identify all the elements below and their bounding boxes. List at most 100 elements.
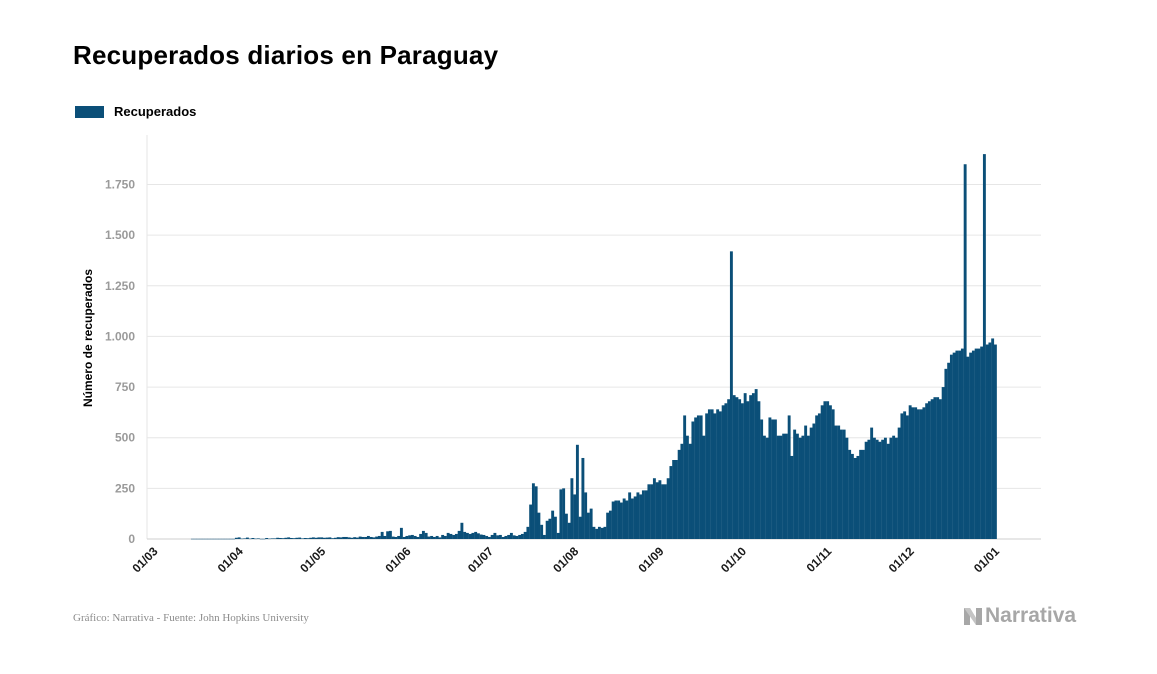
bar: [617, 500, 621, 539]
y-axis-ticks: 0 250 500 750 1.000 1.250 1.500 1.750: [105, 178, 135, 547]
bar: [383, 535, 387, 539]
bar: [952, 352, 956, 539]
bar: [966, 356, 970, 539]
bar: [276, 537, 280, 539]
bar: [828, 405, 832, 539]
bar: [991, 338, 995, 539]
bar: [710, 409, 714, 539]
bar: [652, 478, 656, 539]
bar: [589, 508, 593, 539]
bar: [397, 535, 401, 539]
bar: [603, 526, 607, 539]
bar: [897, 427, 901, 539]
bar: [394, 536, 398, 539]
bar: [449, 533, 453, 539]
bar: [881, 439, 885, 539]
bar: [482, 534, 486, 539]
bar: [732, 395, 736, 539]
bar: [232, 538, 236, 540]
bar: [457, 530, 461, 539]
bar: [281, 538, 285, 539]
narrativa-logo-icon: [964, 608, 982, 625]
bar: [768, 417, 772, 539]
bar: [696, 415, 700, 539]
bar: [850, 453, 854, 539]
bar: [199, 538, 203, 540]
bar: [845, 437, 849, 539]
bar: [628, 492, 632, 539]
bar: [941, 387, 945, 539]
x-axis-ticks: 01/03 01/04 01/05 01/06 01/07 01/08 01/09 01/10…: [129, 544, 1002, 575]
bar: [570, 478, 574, 539]
bar: [512, 535, 516, 539]
bar: [460, 522, 464, 539]
bar: [666, 478, 670, 539]
bar: [430, 535, 434, 539]
bar: [531, 483, 535, 539]
bar: [724, 403, 728, 539]
bar: [927, 401, 931, 539]
y-tick-label: 1.000: [105, 329, 135, 343]
bar: [284, 537, 288, 539]
bar: [342, 536, 346, 539]
bar: [738, 399, 742, 539]
bar: [562, 488, 566, 539]
bar: [259, 538, 263, 540]
bar: [779, 435, 783, 539]
bar: [413, 535, 417, 539]
bar: [548, 518, 552, 539]
bar: [713, 413, 717, 539]
bar: [639, 494, 643, 539]
bar: [300, 538, 304, 539]
bar: [721, 405, 725, 539]
bar: [347, 537, 351, 539]
legend-label: Recuperados: [114, 104, 197, 119]
bar: [273, 538, 277, 539]
bar: [405, 535, 409, 539]
bar: [644, 490, 648, 539]
bar: [958, 350, 962, 539]
source-note: Gráfico: Narrativa - Fuente: John Hopkin…: [73, 612, 309, 624]
bar: [993, 344, 997, 539]
bar: [839, 429, 843, 539]
bar: [826, 401, 830, 539]
bar: [916, 409, 920, 539]
y-tick-label: 250: [115, 481, 135, 495]
bar: [773, 419, 777, 539]
bar: [985, 344, 989, 539]
bar: [864, 441, 868, 539]
bar: [265, 537, 269, 539]
bar: [892, 435, 896, 539]
bar: [754, 389, 758, 539]
bar: [963, 164, 967, 540]
bar: [683, 415, 687, 539]
bar: [317, 537, 321, 539]
bar: [474, 531, 478, 539]
bar: [553, 516, 557, 539]
bar: [229, 538, 233, 540]
y-tick-label: 500: [115, 431, 135, 445]
bar: [729, 251, 733, 539]
bar: [438, 537, 442, 539]
bar: [251, 537, 255, 539]
x-tick-label: 01/03: [129, 544, 160, 575]
bar: [622, 498, 626, 539]
bar: [339, 537, 343, 539]
bar: [501, 536, 505, 539]
bar: [716, 409, 720, 539]
bar: [526, 526, 530, 539]
bar: [207, 538, 211, 540]
bar: [611, 501, 615, 539]
bar: [540, 524, 544, 539]
bar: [427, 536, 431, 539]
bar: [201, 538, 205, 540]
bar: [210, 538, 214, 540]
bar: [875, 439, 879, 539]
bar: [757, 401, 761, 539]
bar: [760, 419, 764, 539]
bar: [889, 437, 893, 539]
bar: [479, 534, 483, 539]
bar: [372, 537, 376, 539]
bar: [295, 537, 299, 539]
bar: [234, 537, 238, 539]
